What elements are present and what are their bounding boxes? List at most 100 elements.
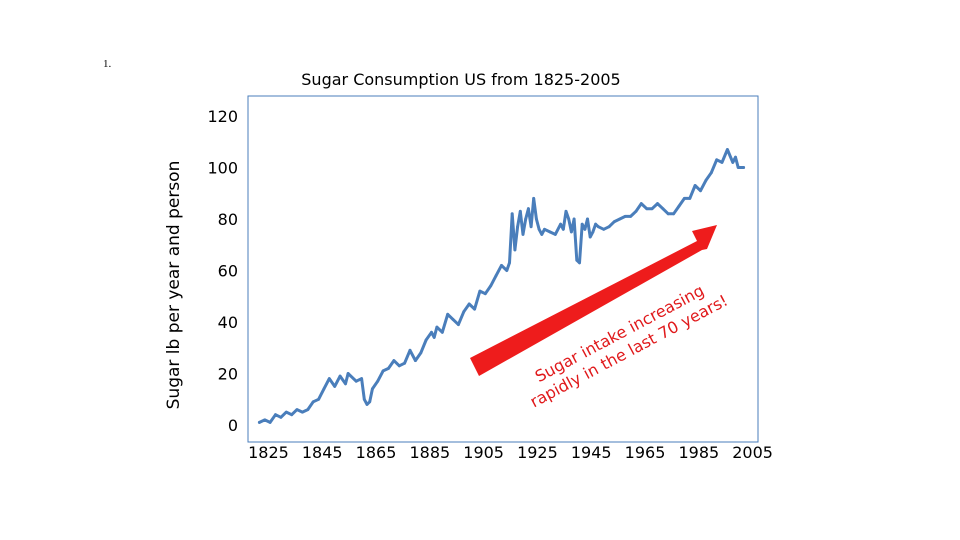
data-point [564,209,568,213]
data-point [360,377,363,380]
data-point [258,421,261,424]
data-point [403,361,406,365]
data-point [397,364,401,368]
data-point [548,230,552,234]
y-tick-label: 120 [207,107,238,126]
data-point [521,233,525,236]
data-point [424,338,428,342]
data-point [666,212,670,216]
data-point [591,230,595,234]
y-tick-label: 80 [218,210,238,229]
data-point [446,312,450,316]
data-point [516,225,519,229]
data-point [473,307,476,311]
data-point [344,382,347,386]
data-point [467,302,471,306]
data-point [414,359,417,362]
data-point [553,233,557,236]
data-point [677,204,681,208]
data-point [505,269,509,272]
data-point [306,408,310,411]
data-point [594,222,597,226]
data-point [634,209,638,213]
data-point [290,413,294,417]
data-point [586,217,589,221]
x-tick-label: 1905 [463,443,504,462]
x-tick-label: 1945 [571,443,612,462]
data-point [572,217,576,221]
y-tick-labels: 0 20 40 60 80 100 120 [207,107,238,435]
data-point [440,330,444,334]
data-point [338,374,342,378]
y-tick-label: 60 [218,262,238,281]
y-tick-label: 0 [228,416,238,435]
data-point [623,215,627,218]
data-point [311,400,315,404]
data-point [317,397,320,401]
x-tick-label: 1845 [302,443,343,462]
x-tick-labels: 1825 1845 1865 1885 1905 1925 1945 1965 1985 2005 [248,443,773,462]
data-point [489,284,493,288]
data-point [726,148,729,151]
data-point [578,261,581,265]
data-point [613,220,616,224]
data-point [567,217,571,221]
chart-title: Sugar Consumption US from 1825-2005 [301,70,620,89]
data-point [510,212,514,216]
data-point [709,171,713,175]
data-point [575,258,579,262]
data-point [629,215,632,218]
data-point [535,217,538,221]
x-tick-label: 1865 [356,443,397,462]
data-point [513,248,517,252]
data-point [559,222,562,226]
data-point [462,310,466,314]
data-point [607,225,611,229]
data-point [650,207,654,211]
data-point [349,374,353,378]
data-point [734,155,737,159]
data-point [387,367,390,370]
data-point [736,166,740,169]
data-point [274,413,277,417]
data-point [494,274,498,277]
data-point [301,410,304,414]
data-point [500,264,503,267]
sugar-consumption-line [257,148,746,424]
y-axis-label: Sugar lb per year and person [164,161,184,410]
data-point [362,397,366,401]
data-point [368,400,372,404]
data-point [639,202,643,206]
data-point [435,325,439,329]
data-point [333,385,337,388]
data-point [430,330,433,334]
data-point [742,166,745,169]
y-tick-label: 20 [218,365,238,384]
data-point [580,222,584,226]
slide-number: 1. [103,58,112,70]
data-point [346,372,350,375]
data-point [483,292,487,296]
data-point [518,209,522,213]
x-tick-label: 1985 [678,443,719,462]
data-point [704,179,708,182]
data-point [699,189,702,193]
data-point [365,403,369,406]
data-point [602,227,606,231]
data-point [583,227,587,231]
data-point [354,379,358,383]
data-point [645,207,649,211]
data-point [656,202,659,206]
y-tick-label: 100 [207,159,238,178]
data-point [570,230,573,234]
data-point [688,197,692,200]
data-point [457,323,460,326]
data-point [672,212,675,216]
plot-frame [247,95,759,443]
annotation-line-2: rapidly in the last 70 years! [527,291,731,412]
data-point [322,387,326,391]
data-point [408,348,412,352]
data-point [543,227,546,231]
data-point [478,289,482,293]
